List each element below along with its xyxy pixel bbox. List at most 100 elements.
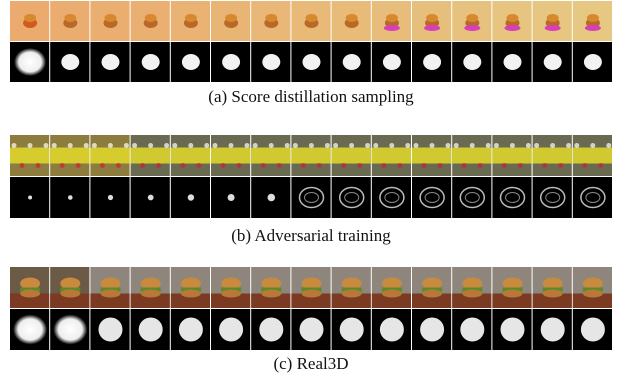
dot [381, 163, 386, 168]
mask-dot [268, 194, 276, 202]
dot [68, 143, 73, 148]
mask-frame [372, 177, 411, 218]
dot [574, 143, 579, 148]
burger-base [60, 290, 80, 298]
band [332, 148, 371, 164]
dot [422, 163, 427, 168]
dot [333, 143, 338, 148]
dot [172, 143, 177, 148]
dot [100, 163, 105, 168]
burger-base [422, 290, 442, 298]
dot [317, 163, 322, 168]
mask-frame [332, 177, 371, 218]
burger-top [466, 14, 478, 22]
band [533, 148, 572, 164]
mask-blob [581, 318, 605, 342]
band [452, 148, 491, 164]
mask-blob [463, 54, 481, 70]
band [573, 148, 612, 164]
dot [285, 143, 290, 148]
burger-top [306, 14, 318, 22]
mask-blob [340, 318, 364, 342]
dot [389, 143, 394, 148]
plate [585, 25, 601, 31]
dot [28, 143, 33, 148]
band [211, 148, 250, 164]
mask-blob [102, 54, 120, 70]
dot [20, 163, 25, 168]
dot [156, 163, 161, 168]
burger-top [105, 14, 117, 22]
dot [606, 143, 611, 148]
dot [237, 163, 242, 168]
mask-dot [228, 194, 235, 201]
dot [132, 143, 137, 148]
dot [229, 143, 234, 148]
dot [397, 163, 402, 168]
mask-blob [259, 318, 283, 342]
dot [590, 143, 595, 148]
dot [60, 163, 65, 168]
burger-base [543, 290, 563, 298]
mask-blob [460, 318, 484, 342]
mask-blob [420, 318, 444, 342]
mask-blob [504, 54, 522, 70]
plate [424, 25, 440, 31]
image-strips [10, 1, 612, 350]
band [50, 148, 89, 164]
burger-top [145, 14, 157, 22]
plate [545, 25, 561, 31]
dot [534, 143, 539, 148]
dot [550, 143, 555, 148]
band [492, 148, 531, 164]
dot [365, 143, 370, 148]
band [372, 148, 411, 164]
burger-base [101, 290, 121, 298]
burger-top [24, 14, 36, 22]
burger-top [587, 14, 599, 22]
burger-top [507, 14, 519, 22]
mask-blob [219, 318, 243, 342]
dot [558, 163, 563, 168]
burger-base [181, 290, 201, 298]
band [291, 148, 330, 164]
dot [116, 163, 121, 168]
mask-frame [452, 177, 491, 218]
dot [92, 143, 97, 148]
burger-base [342, 290, 362, 298]
dot [44, 143, 49, 148]
mask-dot [68, 195, 73, 200]
dot [269, 143, 274, 148]
dot [582, 163, 587, 168]
dot [140, 163, 145, 168]
mask-blob [222, 54, 240, 70]
burger-top [386, 14, 398, 22]
dot [438, 163, 443, 168]
burger-top [265, 14, 277, 22]
burger-base [20, 290, 40, 298]
dot [164, 143, 169, 148]
mask-blob [584, 54, 602, 70]
burger-top [547, 14, 559, 22]
dot [405, 143, 410, 148]
band [10, 148, 49, 164]
mask-blob [13, 315, 47, 345]
dot [196, 163, 201, 168]
mask-blob [61, 54, 79, 70]
mask-frame [492, 177, 531, 218]
mask-blob [380, 318, 404, 342]
mask-dot [28, 196, 32, 200]
burger-top [64, 14, 76, 22]
plate [464, 25, 480, 31]
burger-base [503, 290, 523, 298]
mask-blob [303, 54, 321, 70]
dot [52, 143, 57, 148]
mask-frame [291, 177, 330, 218]
dot [221, 163, 226, 168]
mask-blob [501, 318, 525, 342]
dot [293, 143, 298, 148]
burger-base [302, 290, 322, 298]
mask-blob [262, 54, 280, 70]
mask-blob [139, 318, 163, 342]
figure: (a) Score distillation sampling (b) Adve… [0, 0, 623, 383]
